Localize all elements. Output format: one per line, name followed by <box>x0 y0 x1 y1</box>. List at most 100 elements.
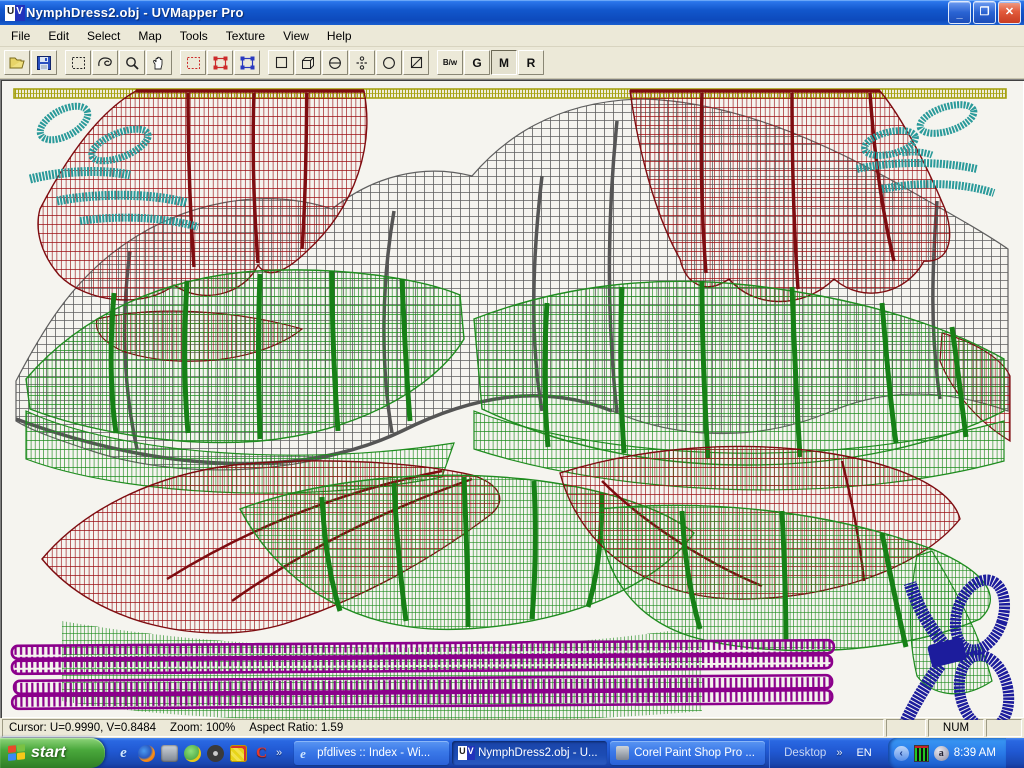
menu-select[interactable]: Select <box>87 28 121 43</box>
dashed-rectangle-icon <box>71 56 86 70</box>
red-dashed-rectangle-icon <box>186 56 201 70</box>
menu-map[interactable]: Map <box>138 28 162 43</box>
menu-file[interactable]: File <box>11 28 31 43</box>
status-bar: Cursor: U=0.9990, V=0.8484 Zoom: 100% As… <box>0 718 1024 738</box>
menu-bar: File Edit Select Map Tools Texture View … <box>0 25 1024 47</box>
uv-wireframe <box>10 88 1015 720</box>
ribbon-loops-right <box>856 101 996 197</box>
toolbar: B/w G M R <box>0 47 1024 79</box>
select-lasso-tool[interactable] <box>92 50 118 75</box>
status-empty-panel <box>886 719 926 737</box>
desktop-toolbar-label[interactable]: Desktop <box>784 747 827 759</box>
select-mode-blue-handles[interactable] <box>234 50 260 75</box>
blue-handles-rectangle-icon <box>240 56 255 70</box>
taskbar: start e C » e pfdlives :: Index - Wi... … <box>0 738 1024 768</box>
language-indicator[interactable]: EN <box>856 747 872 759</box>
cylinder-icon <box>328 56 342 70</box>
close-button[interactable]: ✕ <box>998 1 1021 24</box>
uv-map-canvas[interactable] <box>0 79 1024 720</box>
corel-icon[interactable]: C <box>256 744 267 761</box>
firefox-icon[interactable] <box>138 744 155 762</box>
square-icon <box>275 56 288 69</box>
system-tray: ‹ a 8:39 AM <box>887 738 1006 768</box>
menu-edit[interactable]: Edit <box>48 28 70 43</box>
bw-label: B/w <box>442 57 458 67</box>
map-spherical-button[interactable] <box>376 50 402 75</box>
start-label: start <box>31 744 66 761</box>
quick-launch-overflow-chevron[interactable]: » <box>276 747 283 759</box>
paint-shop-photo-icon[interactable] <box>161 744 178 762</box>
show-grid-button[interactable]: G <box>464 50 490 75</box>
taskbar-clock: 8:39 AM <box>953 747 996 759</box>
desktop-toolbar: Desktop » EN <box>769 738 884 768</box>
restore-button[interactable]: ❐ <box>973 1 996 24</box>
pan-tool[interactable] <box>146 50 172 75</box>
map-box-button[interactable] <box>295 50 321 75</box>
desktop-overflow-chevron[interactable]: » <box>836 747 843 759</box>
status-main-panel: Cursor: U=0.9990, V=0.8484 Zoom: 100% As… <box>2 719 884 737</box>
ribbon-loops-left <box>28 102 200 231</box>
toolbar-separator <box>430 51 437 74</box>
window-title: NymphDress2.obj - UVMapper Pro <box>26 5 244 20</box>
open-folder-icon <box>8 56 26 70</box>
show-model-button[interactable]: M <box>491 50 517 75</box>
select-mode-facets[interactable] <box>180 50 206 75</box>
select-rectangle-tool[interactable] <box>65 50 91 75</box>
status-empty-panel <box>986 719 1022 737</box>
texture-bw-button[interactable]: B/w <box>437 50 463 75</box>
sphere-icon <box>382 56 396 70</box>
zoom-tool[interactable] <box>119 50 145 75</box>
map-cylinder-button[interactable] <box>322 50 348 75</box>
windows-flag-icon <box>8 744 26 762</box>
zoom-level: Zoom: 100% <box>170 722 236 734</box>
menu-view[interactable]: View <box>283 28 309 43</box>
start-button[interactable]: start <box>0 738 105 768</box>
hem-ribbon-bands <box>10 638 836 711</box>
network-activity-icon[interactable] <box>913 744 929 762</box>
task-button-browser[interactable]: e pfdlives :: Index - Wi... <box>294 741 450 765</box>
tray-app-icon[interactable]: a <box>933 745 949 761</box>
antivirus-icon[interactable] <box>184 744 201 762</box>
magnifier-icon <box>125 56 139 70</box>
aspect-ratio: Aspect Ratio: 1.59 <box>249 722 344 734</box>
texture-none-button[interactable] <box>403 50 429 75</box>
red-handles-rectangle-icon <box>213 56 228 70</box>
slashed-square-icon <box>410 56 423 69</box>
quick-launch-bar: e C » <box>105 738 290 768</box>
open-button[interactable] <box>4 50 30 75</box>
codec-wheel-icon[interactable] <box>207 744 224 762</box>
app-icon-u: U <box>5 4 16 21</box>
cube-icon <box>301 56 315 70</box>
toolbar-separator <box>173 51 180 74</box>
corel-psp-icon <box>616 746 630 760</box>
hand-icon <box>152 56 166 70</box>
save-floppy-icon <box>37 55 51 70</box>
tray-collapse-chevron[interactable]: ‹ <box>893 745 909 761</box>
save-button[interactable] <box>31 50 57 75</box>
cylinder-cap-icon <box>355 55 369 70</box>
toolbar-separator <box>261 51 268 74</box>
cursor-coordinates: Cursor: U=0.9990, V=0.8484 <box>9 722 157 734</box>
map-cylinder-cap-button[interactable] <box>349 50 375 75</box>
show-regions-button[interactable]: R <box>518 50 544 75</box>
ribbon-bow <box>899 574 1015 720</box>
app-icon-v: V <box>15 4 25 21</box>
internet-explorer-icon: e <box>300 746 306 761</box>
menu-tools[interactable]: Tools <box>179 28 208 43</box>
minimize-button[interactable]: _ <box>948 1 971 24</box>
map-planar-button[interactable] <box>268 50 294 75</box>
select-mode-red-handles[interactable] <box>207 50 233 75</box>
utility-flag-icon[interactable] <box>230 744 247 762</box>
menu-texture[interactable]: Texture <box>225 28 266 43</box>
menu-help[interactable]: Help <box>326 28 352 43</box>
task-button-corel[interactable]: Corel Paint Shop Pro ... <box>610 741 766 765</box>
internet-explorer-icon[interactable]: e <box>120 744 127 761</box>
toolbar-separator <box>58 51 65 74</box>
lasso-icon <box>97 56 113 70</box>
